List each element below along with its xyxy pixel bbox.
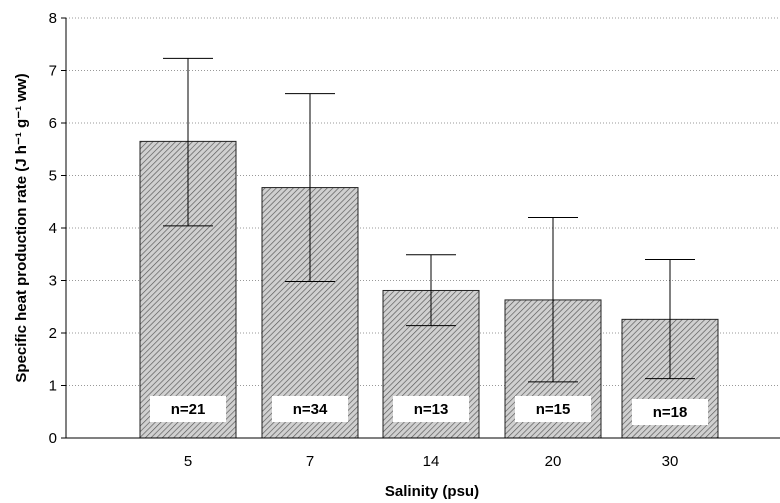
bars	[139, 140, 719, 439]
sample-label-5: n=21	[171, 401, 206, 418]
y-tick-label-1: 1	[49, 378, 57, 395]
sample-label-7: n=34	[293, 401, 328, 418]
x-tick-label-5: 5	[184, 453, 192, 470]
y-axis-title: Specific heat production rate (J h⁻¹ g⁻¹…	[13, 73, 30, 382]
sample-label-30: n=18	[653, 404, 688, 421]
y-tick-label-6: 6	[49, 115, 57, 132]
x-tick-label-20: 20	[545, 453, 562, 470]
sample-label-14: n=13	[414, 401, 449, 418]
y-tick-label-3: 3	[49, 273, 57, 290]
labels: 5 7 14 20 30 n=21 n=34 n=13 n=15 n=18	[150, 396, 708, 470]
axes: 0 1 2 3 4 5 6 7 8	[49, 10, 780, 447]
x-axis-title: Salinity (psu)	[385, 483, 479, 500]
sample-label-box-7	[272, 396, 348, 422]
y-tick-label-7: 7	[49, 63, 57, 80]
x-tick-label-14: 14	[423, 453, 440, 470]
sample-label-20: n=15	[536, 401, 571, 418]
y-tick-label-5: 5	[49, 168, 57, 185]
x-tick-label-7: 7	[306, 453, 314, 470]
y-tick-label-8: 8	[49, 10, 57, 27]
sample-label-box-14	[393, 396, 469, 422]
error-bars	[163, 57, 695, 383]
sample-label-box-5	[150, 396, 226, 422]
sample-label-box-20	[515, 396, 591, 422]
y-tick-label-0: 0	[49, 430, 57, 447]
y-tick-label-2: 2	[49, 325, 57, 342]
sample-label-box-30	[632, 399, 708, 425]
y-tick-label-4: 4	[49, 220, 57, 237]
x-tick-label-30: 30	[662, 453, 679, 470]
